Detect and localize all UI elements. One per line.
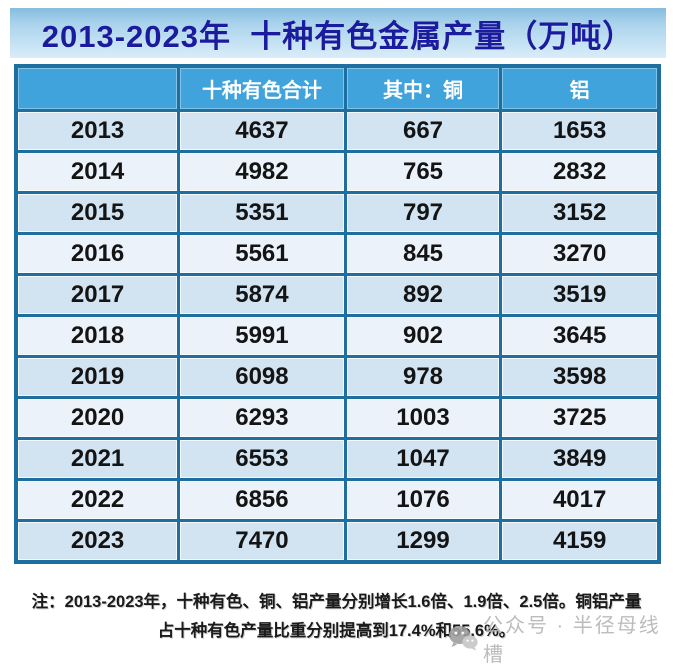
value-cell: 1299 (343, 519, 503, 564)
table-row: 2014 4982 765 2832 (14, 150, 661, 194)
year-cell: 2017 (14, 273, 181, 317)
value-cell: 5991 (177, 314, 347, 358)
header-year (14, 64, 181, 112)
value-cell: 1653 (499, 109, 661, 153)
value-cell: 892 (343, 273, 503, 317)
value-cell: 765 (343, 150, 503, 194)
table-row: 2013 4637 667 1653 (14, 109, 661, 153)
table-row: 2021 6553 1047 3849 (14, 437, 661, 481)
value-cell: 3270 (499, 232, 661, 276)
table-row: 2016 5561 845 3270 (14, 232, 661, 276)
value-cell: 3519 (499, 273, 661, 317)
value-cell: 1076 (343, 478, 503, 522)
value-cell: 978 (343, 355, 503, 399)
value-cell: 797 (343, 191, 503, 235)
value-cell: 4982 (177, 150, 347, 194)
value-cell: 4159 (499, 519, 661, 564)
value-cell: 3152 (499, 191, 661, 235)
year-cell: 2023 (14, 519, 181, 564)
metals-production-table: 十种有色合计 其中：铜 铝 2013 4637 667 1653 2014 4982 765… (14, 64, 661, 564)
header-aluminum: 铝 (499, 64, 661, 112)
table-row: 2018 5991 902 3645 (14, 314, 661, 358)
footnote-line-2: 占十种有色产量比重分别提高到17.4%和55.6%。 (157, 622, 516, 640)
value-cell: 6098 (177, 355, 347, 399)
value-cell: 1047 (343, 437, 503, 481)
year-cell: 2018 (14, 314, 181, 358)
year-cell: 2015 (14, 191, 181, 235)
page-title: 2013-2023年 十种有色金属产量（万吨） (41, 18, 635, 54)
table-row: 2023 7470 1299 4159 (14, 519, 661, 564)
value-cell: 5874 (177, 273, 347, 317)
table-row: 2017 5874 892 3519 (14, 273, 661, 317)
year-cell: 2020 (14, 396, 181, 440)
metals-table-container: 十种有色合计 其中：铜 铝 2013 4637 667 1653 2014 4982 765… (14, 64, 661, 564)
year-cell: 2022 (14, 478, 181, 522)
value-cell: 2832 (499, 150, 661, 194)
year-cell: 2016 (14, 232, 181, 276)
table-header-row: 十种有色合计 其中：铜 铝 (14, 64, 661, 112)
value-cell: 3849 (499, 437, 661, 481)
year-cell: 2021 (14, 437, 181, 481)
value-cell: 7470 (177, 519, 347, 564)
table-row: 2022 6856 1076 4017 (14, 478, 661, 522)
value-cell: 902 (343, 314, 503, 358)
value-cell: 5351 (177, 191, 347, 235)
title-bar: 2013-2023年 十种有色金属产量（万吨） (10, 8, 666, 58)
header-total-nonferrous: 十种有色合计 (177, 64, 347, 112)
footnote-line-1: 注：2013-2023年，十种有色、铜、铝产量分别增长1.6倍、1.9倍、2.5… (31, 593, 642, 611)
year-cell: 2014 (14, 150, 181, 194)
table-row: 2019 6098 978 3598 (14, 355, 661, 399)
footnote: 注：2013-2023年，十种有色、铜、铝产量分别增长1.6倍、1.9倍、2.5… (0, 588, 673, 646)
value-cell: 845 (343, 232, 503, 276)
header-copper: 其中：铜 (343, 64, 503, 112)
year-cell: 2013 (14, 109, 181, 153)
value-cell: 5561 (177, 232, 347, 276)
value-cell: 4017 (499, 478, 661, 522)
value-cell: 1003 (343, 396, 503, 440)
table-row: 2020 6293 1003 3725 (14, 396, 661, 440)
year-cell: 2019 (14, 355, 181, 399)
value-cell: 3725 (499, 396, 661, 440)
value-cell: 3645 (499, 314, 661, 358)
value-cell: 6856 (177, 478, 347, 522)
value-cell: 6293 (177, 396, 347, 440)
value-cell: 667 (343, 109, 503, 153)
table-body: 2013 4637 667 1653 2014 4982 765 2832 2015 5351 79… (14, 109, 661, 564)
value-cell: 3598 (499, 355, 661, 399)
value-cell: 6553 (177, 437, 347, 481)
table-row: 2015 5351 797 3152 (14, 191, 661, 235)
value-cell: 4637 (177, 109, 347, 153)
